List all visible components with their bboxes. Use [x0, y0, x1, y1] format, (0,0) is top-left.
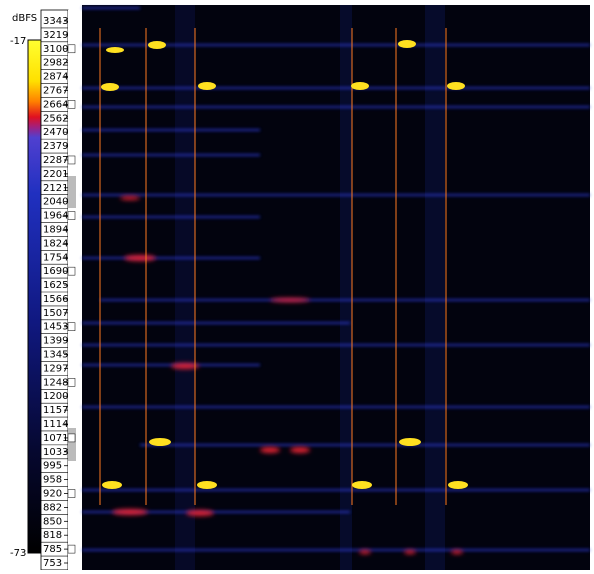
frequency-label: 2874: [43, 72, 68, 83]
marker: [68, 545, 75, 553]
frequency-label: 2767: [43, 85, 68, 96]
frequency-label: 3219: [43, 30, 68, 41]
frequency-label: 1297: [43, 363, 68, 374]
marker-column: [68, 10, 76, 570]
marker: [68, 323, 75, 331]
frequency-label: 1200: [43, 391, 68, 402]
unit-label: dBFS: [12, 13, 37, 24]
frequency-label: 1625: [43, 280, 68, 291]
frequency-label: 1453: [43, 322, 68, 333]
frequency-label: 818: [43, 530, 62, 541]
frequency-label: 1566: [43, 294, 68, 305]
frequency-label: 1114: [43, 419, 68, 430]
frequency-label: 3100: [43, 44, 68, 55]
frequency-label: 1964: [43, 211, 68, 222]
frequency-label: 1157: [43, 405, 68, 416]
frequency-label: 1399: [43, 336, 68, 347]
frequency-label: 2982: [43, 58, 68, 69]
frequency-label: 2040: [43, 197, 68, 208]
frequency-label: 958: [43, 475, 62, 486]
marker-range: [68, 428, 76, 461]
frequency-label: 1033: [43, 447, 68, 458]
color-bar: [28, 40, 41, 553]
frequency-label: 3343: [43, 16, 68, 27]
frequency-label: 2287: [43, 155, 68, 166]
frequency-label: 1894: [43, 224, 68, 235]
marker: [68, 100, 75, 108]
frequency-label: 2379: [43, 141, 68, 152]
frequency-label: 785: [43, 544, 62, 555]
frequency-label: 1345: [43, 350, 68, 361]
marker: [68, 267, 75, 275]
frequency-label: 850: [43, 516, 62, 527]
frequency-label: 882: [43, 502, 62, 513]
frequency-label: 920: [43, 489, 62, 500]
frequency-label: 1507: [43, 308, 68, 319]
frequency-label: 2201: [43, 169, 68, 180]
marker: [68, 378, 75, 386]
scale-min: -73: [10, 548, 26, 559]
scale-max: -17: [10, 36, 26, 47]
frequency-label: 995: [43, 461, 62, 472]
marker: [68, 434, 75, 442]
marker: [68, 45, 75, 53]
marker: [68, 212, 75, 220]
marker: [68, 490, 75, 498]
frequency-label: 1690: [43, 266, 68, 277]
frequency-label: 1071: [43, 433, 68, 444]
frequency-label: 2562: [43, 113, 68, 124]
frequency-label: 1824: [43, 238, 68, 249]
frequency-label: 2664: [43, 99, 68, 110]
frequency-label: 1754: [43, 252, 68, 263]
marker: [68, 156, 75, 164]
frequency-label: 753: [43, 558, 62, 569]
spectrogram-window: dBFS -17 -73 3343 3219 3100 2982 2874 2767 266…: [0, 0, 594, 570]
marker-range: [68, 176, 76, 208]
frequency-label: 1248: [43, 377, 68, 388]
spectrogram: [82, 5, 590, 570]
frequency-label: 2121: [43, 183, 68, 194]
frequency-label: 2470: [43, 127, 68, 138]
